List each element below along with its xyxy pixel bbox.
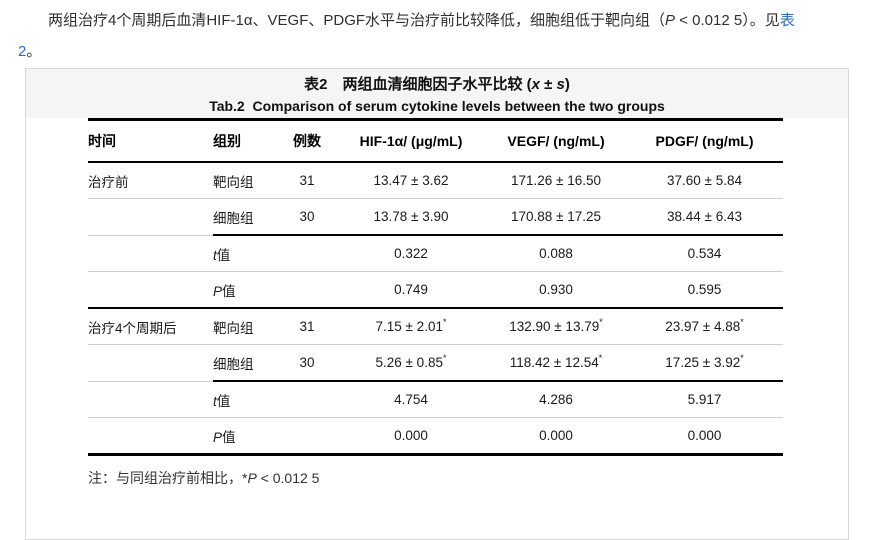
- table-cell: [88, 198, 213, 236]
- table-cell: 细胞组: [213, 344, 278, 382]
- table-cell: 治疗前: [88, 162, 213, 199]
- table-cell: 0.595: [626, 271, 783, 309]
- table-cell: 31: [278, 162, 336, 199]
- table-cell: [278, 271, 336, 309]
- table-cell: 靶向组: [213, 308, 278, 345]
- table-header-cell: HIF-1α/ (μg/mL): [336, 119, 486, 163]
- table-caption-en: Tab.2 Comparison of serum cytokine level…: [209, 98, 665, 114]
- table-cell: 30: [278, 198, 336, 236]
- table-cell: t值: [213, 235, 278, 272]
- significance-asterisk: *: [442, 316, 447, 327]
- table-cell: 细胞组: [213, 198, 278, 236]
- table-cell: 4.754: [336, 381, 486, 418]
- stat-letter: t: [213, 247, 217, 263]
- table-cell: 7.15 ± 2.01*: [336, 308, 486, 345]
- table-cell: 31: [278, 308, 336, 345]
- intro-paragraph: 两组治疗4个周期后血清HIF-1α、VEGF、PDGF水平与治疗前比较降低，细胞…: [18, 5, 867, 67]
- table-row: t值 0.322 0.088 0.534: [88, 235, 783, 272]
- text-segment: P: [665, 12, 676, 29]
- table-row: 细胞组 30 5.26 ± 0.85* 118.42 ± 12.54* 17.25 ± …: [88, 344, 783, 382]
- table-cell: 0.322: [336, 235, 486, 272]
- table-note: 注：与同组治疗前相比，*P < 0.012 5: [88, 468, 848, 488]
- table-cell: 37.60 ± 5.84: [626, 162, 783, 199]
- table-cell: 治疗4个周期后: [88, 308, 213, 345]
- table-header-cell: 组别: [213, 119, 278, 163]
- significance-asterisk: *: [740, 316, 744, 327]
- table-cell: [278, 235, 336, 272]
- table-cell: 0.930: [486, 271, 626, 309]
- table-cell: 4.286: [486, 381, 626, 418]
- table-cell: [88, 271, 213, 309]
- table-row: P值 0.749 0.930 0.595: [88, 271, 783, 309]
- table-cell: 132.90 ± 13.79*: [486, 308, 626, 345]
- table-ref-link[interactable]: 表: [779, 12, 795, 29]
- table-cell: 5.26 ± 0.85*: [336, 344, 486, 382]
- text-segment: 两组治疗4个周期后血清HIF-1α、VEGF、PDGF水平与治疗前比较降低，细胞…: [18, 12, 666, 29]
- table-cell: 17.25 ± 3.92*: [626, 344, 783, 382]
- table-cell: P值: [213, 271, 278, 309]
- table-cell: 0.000: [687, 428, 722, 443]
- table-cell: 0.000: [394, 428, 428, 443]
- table-row: 细胞组 30 13.78 ± 3.90 170.88 ± 17.25 38.44 ± 6…: [88, 198, 783, 236]
- table-cell: [88, 344, 213, 382]
- table-cell: 0.749: [336, 271, 486, 309]
- table-body: 治疗前 靶向组 31 13.47 ± 3.62 171.26 ± 16.50 37.60 …: [88, 162, 783, 455]
- stat-letter: P: [213, 283, 223, 299]
- text-segment: ±: [539, 76, 557, 93]
- table-cell: 23.97 ± 4.88*: [626, 308, 783, 345]
- table-container: 表2 两组血清细胞因子水平比较 (x ± s) Tab.2 Comparison…: [25, 68, 849, 540]
- table-cell: [88, 381, 213, 418]
- stat-letter: t: [213, 393, 217, 409]
- table-cell: 靶向组: [213, 162, 278, 199]
- table-header-cell: 例数: [278, 119, 336, 163]
- stat-letter: P: [213, 429, 223, 445]
- text-segment: *: [242, 470, 248, 486]
- table-cell: P值: [213, 429, 236, 445]
- table-row: 治疗前 靶向组 31 13.47 ± 3.62 171.26 ± 16.50 37.60 …: [88, 162, 783, 199]
- table-cell: 30: [278, 344, 336, 382]
- table-cell: 0.088: [486, 235, 626, 272]
- cytokine-comparison-table: 时间 组别 例数 HIF-1α/ (μg/mL) VEGF/ (ng/mL) PDGF/ …: [88, 118, 783, 456]
- table-header-row: 时间 组别 例数 HIF-1α/ (μg/mL) VEGF/ (ng/mL) PDGF/ …: [88, 119, 783, 163]
- table-cell: 171.26 ± 16.50: [486, 162, 626, 199]
- table-header-cell: 时间: [88, 119, 213, 163]
- table-cell: [278, 381, 336, 418]
- table-ref-link[interactable]: 2: [18, 43, 27, 60]
- table-cell: t值: [213, 381, 278, 418]
- text-segment: x: [531, 76, 540, 93]
- table-row: P值 0.000 0.000 0.000: [88, 418, 783, 455]
- table-row: 时间 组别 例数 HIF-1α/ (μg/mL) VEGF/ (ng/mL) PDGF/ …: [88, 119, 783, 163]
- text-segment: P: [247, 470, 257, 486]
- text-segment: < 0.012 5）。见: [675, 12, 780, 29]
- table-cell: 0.534: [626, 235, 783, 272]
- text-segment: s: [556, 76, 565, 93]
- significance-asterisk: *: [442, 352, 447, 363]
- table-row: t值 4.754 4.286 5.917: [88, 381, 783, 418]
- paragraph-line-1: 两组治疗4个周期后血清HIF-1α、VEGF、PDGF水平与治疗前比较降低，细胞…: [18, 5, 867, 36]
- paragraph-line-2: 2。: [18, 36, 867, 67]
- table-cell: 170.88 ± 17.25: [486, 198, 626, 236]
- table-cell: 13.78 ± 3.90: [336, 198, 486, 236]
- table-cell: 5.917: [626, 381, 783, 418]
- table-header-cell: PDGF/ (ng/mL): [626, 119, 783, 163]
- table-header-cell: VEGF/ (ng/mL): [486, 119, 626, 163]
- significance-asterisk: *: [598, 352, 603, 363]
- text-segment: ): [564, 76, 570, 93]
- table-cell: [278, 418, 336, 455]
- table-cell: 0.000: [539, 428, 573, 443]
- table-cell: 38.44 ± 6.43: [626, 198, 783, 236]
- table-cell: [88, 418, 213, 455]
- table-cell: 118.42 ± 12.54*: [486, 344, 626, 382]
- text-segment: 。: [26, 43, 42, 60]
- table-cell: [88, 235, 213, 272]
- significance-asterisk: *: [599, 316, 603, 327]
- text-segment: < 0.012 5: [256, 470, 320, 486]
- significance-asterisk: *: [740, 352, 744, 363]
- table-cell: 13.47 ± 3.62: [336, 162, 486, 199]
- table-row: 治疗4个周期后 靶向组 31 7.15 ± 2.01* 132.90 ± 13.79* 2…: [88, 308, 783, 345]
- text-segment: 注：与同组治疗前相比，: [88, 470, 242, 486]
- table-caption: 表2 两组血清细胞因子水平比较 (x ± s) Tab.2 Comparison…: [26, 69, 848, 118]
- text-segment: 表2 两组血清细胞因子水平比较 (: [304, 76, 532, 93]
- table-caption-zh: 表2 两组血清细胞因子水平比较 (x ± s): [26, 74, 848, 95]
